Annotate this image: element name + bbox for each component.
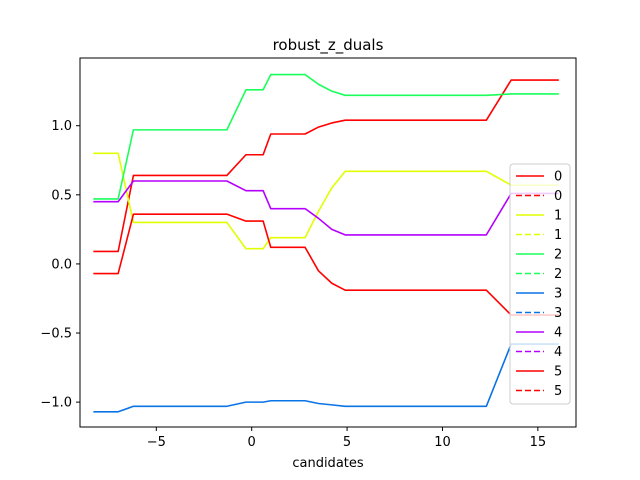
series-line-10 [93, 213, 559, 316]
series-line-0 [93, 79, 559, 253]
legend-label: 1 [554, 209, 562, 224]
legend-label: 5 [554, 365, 562, 380]
series-line-2 [93, 152, 559, 250]
series-line-4 [93, 73, 559, 200]
series-line-8 [93, 180, 559, 236]
legend-label: 3 [554, 306, 562, 321]
legend-label: 0 [554, 189, 562, 204]
y-tick-label: −1.0 [40, 396, 72, 411]
legend-label: 2 [554, 248, 562, 263]
x-axis-label: candidates [292, 456, 364, 471]
y-tick-label: 0.0 [51, 257, 72, 272]
legend-label: 2 [554, 267, 562, 282]
y-tick-label: −0.5 [40, 327, 72, 342]
legend-box [509, 163, 571, 405]
legend-label: 5 [554, 384, 562, 399]
y-tick-label: 1.0 [51, 119, 72, 134]
axes-frame [79, 57, 577, 428]
legend-label: 4 [554, 326, 562, 341]
x-tick-label: 10 [434, 435, 451, 450]
series-line-6 [93, 343, 559, 413]
legend-label: 4 [554, 345, 562, 360]
x-tick-label: 5 [343, 435, 351, 450]
legend: 0 0 1 1 2 2 3 3 4 4 5 5 [509, 163, 571, 405]
y-tick-label: 0.5 [51, 188, 72, 203]
legend-label: 1 [554, 228, 562, 243]
legend-label: 0 [554, 170, 562, 185]
axes: −5 0 5 10 15−1.0−0.50.00.51.0 [40, 57, 577, 450]
legend-label: 3 [554, 287, 562, 302]
plot-area [93, 73, 559, 413]
x-tick-label: 15 [530, 435, 547, 450]
x-tick-label: −5 [147, 435, 166, 450]
x-tick-label: 0 [248, 435, 256, 450]
chart-title: robust_z_duals [273, 36, 384, 55]
